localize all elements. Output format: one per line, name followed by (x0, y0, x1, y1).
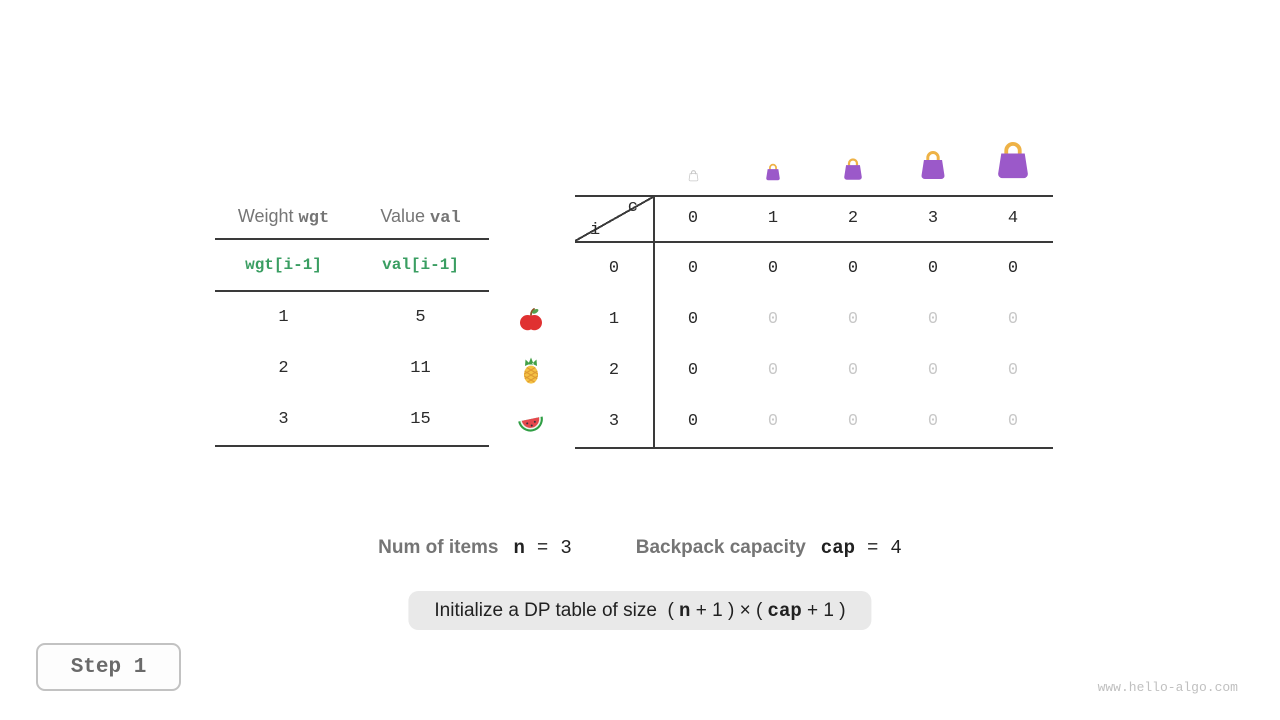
num-items-variable: n (513, 537, 525, 559)
dp-row-header: 0 (608, 259, 620, 278)
dp-table-header-row: c i 0 1 2 3 4 (575, 195, 1053, 243)
watermark: www.hello-algo.com (1097, 680, 1238, 695)
bag-icon-capacity-1 (763, 162, 783, 182)
status-line: Num of items n = 3 Backpack capacity cap… (0, 537, 1280, 559)
formula-cell: val[i-1] (382, 256, 459, 274)
dp-row-header: 1 (608, 310, 620, 329)
bag-icon-capacity-4 (991, 138, 1035, 182)
items-table-formula-row: wgt[i-1] val[i-1] (215, 240, 489, 292)
pineapple-icon (517, 357, 545, 385)
caption-pill: Initialize a DP table of size ( n + 1 ) … (408, 591, 872, 630)
num-items-label: Num of items (378, 537, 499, 558)
items-column-header: Value val (380, 205, 461, 228)
dp-cell: 0 (1007, 361, 1019, 380)
dp-cell: 0 (847, 259, 859, 278)
dp-row-header: 3 (608, 412, 620, 431)
item-row: 2 11 (215, 343, 489, 394)
dp-row: 3 0 0 0 0 0 (575, 396, 1053, 447)
dp-col-header: 1 (767, 209, 779, 228)
dp-col-header: 2 (847, 209, 859, 228)
dp-table-body: 0 0 0 0 0 0 1 0 0 0 0 0 2 0 0 0 0 0 3 0 0 0 0 0 (575, 243, 1053, 449)
dp-cell: 0 (847, 310, 859, 329)
bag-icon-capacity-2 (840, 156, 866, 182)
dp-cell: 0 (767, 412, 779, 431)
dp-row: 2 0 0 0 0 0 (575, 345, 1053, 396)
dp-cell: 0 (927, 412, 939, 431)
apple-icon (517, 306, 545, 334)
dp-cell: 0 (1007, 412, 1019, 431)
dp-table: c i 0 1 2 3 4 0 0 0 0 0 0 1 0 0 0 0 0 2 0 0 0 0 0 3 0 0 0 0 0 (575, 195, 1053, 449)
num-items-value: 3 (560, 537, 572, 559)
caption-code: n (679, 599, 691, 622)
dp-cell: 0 (767, 310, 779, 329)
caption-text: + 1 ) (801, 599, 846, 621)
dp-cell: 0 (687, 361, 699, 380)
dp-cell: 0 (927, 310, 939, 329)
dp-col-header: 4 (1007, 209, 1019, 228)
step-indicator: Step 1 (36, 643, 181, 691)
caption-text: + 1 ) × ( (690, 599, 768, 621)
item-value: 11 (410, 359, 431, 378)
item-row: 3 15 (215, 394, 489, 445)
dp-cell: 0 (847, 412, 859, 431)
item-weight: 3 (278, 410, 289, 429)
dp-col-header: 0 (687, 209, 699, 228)
dp-row: 0 0 0 0 0 0 (575, 243, 1053, 294)
bag-icon-capacity-3 (916, 148, 950, 182)
item-value: 15 (410, 410, 431, 429)
col-variable-label: c (627, 198, 638, 217)
dp-cell: 0 (927, 259, 939, 278)
dp-corner-cell: c i (575, 197, 653, 241)
capacity-label: Backpack capacity (635, 537, 806, 558)
dp-cell: 0 (1007, 259, 1019, 278)
dp-cell: 0 (1007, 310, 1019, 329)
dp-row: 1 0 0 0 0 0 (575, 294, 1053, 345)
caption-text: Initialize a DP table of size ( (434, 599, 680, 621)
dp-col-headers: 0 1 2 3 4 (653, 197, 1053, 241)
caption-code: cap (767, 599, 802, 622)
dp-row-header: 2 (608, 361, 620, 380)
dp-cell: 0 (687, 310, 699, 329)
items-table-header: Weight wgt Value val (215, 195, 489, 240)
equals-sign: = (867, 537, 879, 559)
capacity-variable: cap (820, 537, 856, 559)
item-value: 5 (415, 308, 426, 327)
formula-cell: wgt[i-1] (245, 256, 322, 274)
dp-cell: 0 (767, 259, 779, 278)
items-table-body: 1 5 2 11 3 15 (215, 292, 489, 447)
item-weight: 2 (278, 359, 289, 378)
watermelon-icon (517, 408, 545, 436)
equals-sign: = (536, 537, 549, 559)
dp-cell: 0 (767, 361, 779, 380)
capacity-value: 4 (890, 537, 902, 559)
dp-cell: 0 (847, 361, 859, 380)
dp-cell: 0 (927, 361, 939, 380)
dp-cell: 0 (687, 259, 699, 278)
row-variable-label: i (590, 221, 601, 240)
item-weight: 1 (278, 308, 289, 327)
dp-col-header: 3 (927, 209, 939, 228)
dp-cell: 0 (687, 412, 699, 431)
items-column-header: Weight wgt (237, 205, 330, 228)
dp-table-vertical-divider (653, 195, 655, 447)
bag-icon-capacity-0 (687, 169, 700, 182)
